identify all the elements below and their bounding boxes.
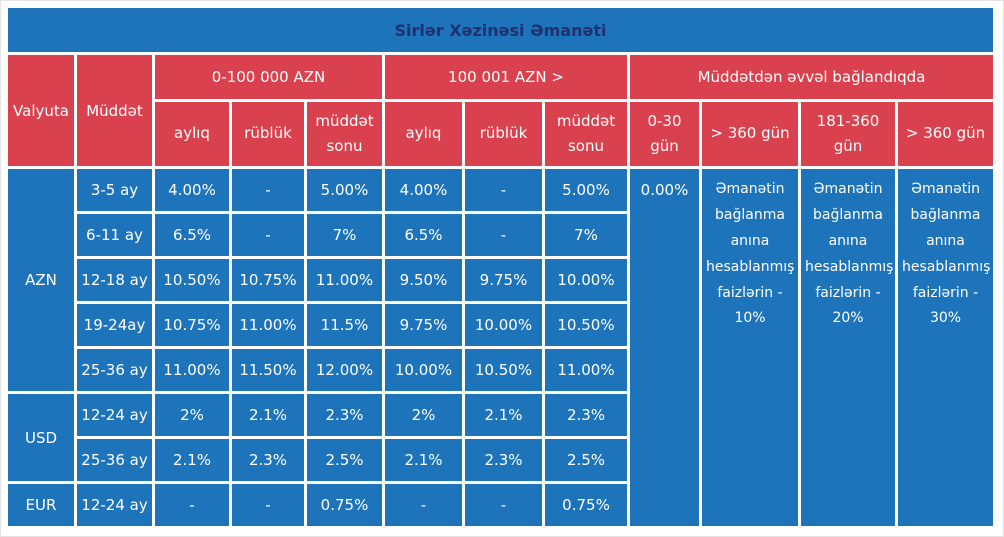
- term-cell: 12-24 ay: [77, 394, 152, 436]
- term-cell: 19-24ay: [77, 304, 152, 346]
- term-cell: 12-24 ay: [77, 484, 152, 526]
- rate-cell: 10.50%: [465, 349, 542, 391]
- header-group-100001-azn: 100 001 AZN >: [385, 55, 627, 99]
- rate-cell: 4.00%: [155, 169, 229, 211]
- rate-cell: -: [232, 214, 304, 256]
- rate-cell: 2.5%: [545, 439, 627, 481]
- rate-cell: 2.1%: [155, 439, 229, 481]
- rate-cell: 0.75%: [545, 484, 627, 526]
- rate-cell: 2.3%: [307, 394, 382, 436]
- subheader-muddet-sonu-2: müddət sonu: [545, 102, 627, 166]
- subheader-ayliq-1: aylıq: [155, 102, 229, 166]
- rate-cell: 10.00%: [545, 259, 627, 301]
- rate-cell: 11.00%: [545, 349, 627, 391]
- rate-cell: 11.00%: [155, 349, 229, 391]
- rate-cell: 6.5%: [155, 214, 229, 256]
- rate-cell: 2.3%: [232, 439, 304, 481]
- rate-cell: -: [155, 484, 229, 526]
- rate-cell: 4.00%: [385, 169, 462, 211]
- rate-cell: 2.5%: [307, 439, 382, 481]
- rate-cell: -: [232, 169, 304, 211]
- header-valyuta: Valyuta: [8, 55, 74, 166]
- rate-cell: -: [465, 214, 542, 256]
- early-close-text-cell-20: Əmanətin bağlanma anına hesablanmış faiz…: [801, 169, 895, 526]
- rate-cell: 2.1%: [232, 394, 304, 436]
- table-title: Sirlər Xəzinəsi Əmanəti: [8, 8, 993, 52]
- subheader-ayliq-2: aylıq: [385, 102, 462, 166]
- term-cell: 25-36 ay: [77, 349, 152, 391]
- rate-cell: 11.00%: [307, 259, 382, 301]
- early-close-rate-cell: 0.00%: [630, 169, 699, 526]
- subheader-360-gun-1: > 360 gün: [702, 102, 798, 166]
- early-close-text-cell-10: Əmanətin bağlanma anına hesablanmış faiz…: [702, 169, 798, 526]
- term-cell: 3-5 ay: [77, 169, 152, 211]
- rate-cell: 10.00%: [385, 349, 462, 391]
- rate-cell: 5.00%: [307, 169, 382, 211]
- term-cell: 6-11 ay: [77, 214, 152, 256]
- currency-cell-usd: USD: [8, 394, 74, 481]
- rate-cell: 9.75%: [385, 304, 462, 346]
- rate-cell: -: [465, 169, 542, 211]
- rate-cell: -: [385, 484, 462, 526]
- rate-cell: 7%: [545, 214, 627, 256]
- rate-cell: 12.00%: [307, 349, 382, 391]
- header-group-0-100000-azn: 0-100 000 AZN: [155, 55, 382, 99]
- deposit-rates-table: Sirlər Xəzinəsi Əmanəti Valyuta Müddət 0…: [5, 5, 996, 529]
- early-close-text-cell-30: Əmanətin bağlanma anına hesablanmış faiz…: [898, 169, 993, 526]
- rate-cell: 10.75%: [155, 304, 229, 346]
- subheader-181-360-gun: 181-360 gün: [801, 102, 895, 166]
- subheader-0-30-gun: 0-30 gün: [630, 102, 699, 166]
- rate-cell: 11.50%: [232, 349, 304, 391]
- rate-cell: 10.50%: [545, 304, 627, 346]
- rate-cell: 10.50%: [155, 259, 229, 301]
- subheader-360-gun-2: > 360 gün: [898, 102, 993, 166]
- rate-cell: 2.1%: [385, 439, 462, 481]
- header-group-early-close: Müddətdən əvvəl bağlandıqda: [630, 55, 993, 99]
- rate-cell: 10.00%: [465, 304, 542, 346]
- rate-cell: 2%: [155, 394, 229, 436]
- rate-cell: 10.75%: [232, 259, 304, 301]
- rate-cell: 2.1%: [465, 394, 542, 436]
- term-cell: 25-36 ay: [77, 439, 152, 481]
- subheader-rubluk-2: rüblük: [465, 102, 542, 166]
- term-cell: 12-18 ay: [77, 259, 152, 301]
- rate-cell: 2%: [385, 394, 462, 436]
- rate-cell: 6.5%: [385, 214, 462, 256]
- rate-cell: 5.00%: [545, 169, 627, 211]
- rate-cell: -: [232, 484, 304, 526]
- rate-cell: -: [465, 484, 542, 526]
- rate-cell: 2.3%: [465, 439, 542, 481]
- subheader-muddet-sonu-1: müddət sonu: [307, 102, 382, 166]
- rate-cell: 2.3%: [545, 394, 627, 436]
- rate-cell: 9.50%: [385, 259, 462, 301]
- rate-cell: 9.75%: [465, 259, 542, 301]
- rate-cell: 7%: [307, 214, 382, 256]
- rate-cell: 11.00%: [232, 304, 304, 346]
- subheader-rubluk-1: rüblük: [232, 102, 304, 166]
- rate-cell: 0.75%: [307, 484, 382, 526]
- header-muddet: Müddət: [77, 55, 152, 166]
- rate-cell: 11.5%: [307, 304, 382, 346]
- currency-cell-azn: AZN: [8, 169, 74, 391]
- currency-cell-eur: EUR: [8, 484, 74, 526]
